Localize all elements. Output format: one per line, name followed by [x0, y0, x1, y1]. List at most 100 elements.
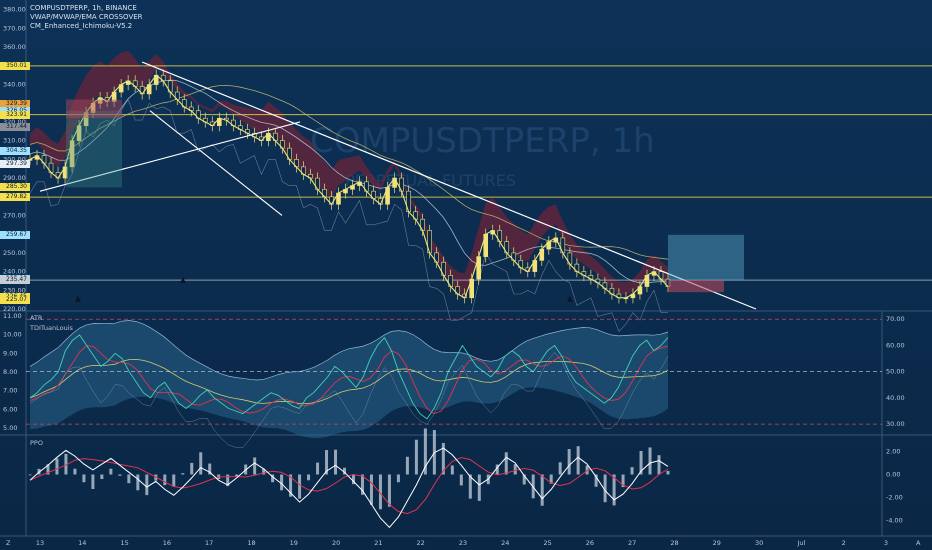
- ppo-histogram-bar: [585, 465, 589, 475]
- ppo-line: [29, 447, 669, 529]
- symbol-title[interactable]: COMPUSDTPERP, 1h, BINANCE: [30, 4, 137, 12]
- descending-trendline[interactable]: [141, 61, 757, 310]
- price-tick-label: 240.00: [3, 268, 26, 276]
- time-tick-label: 20: [332, 539, 340, 547]
- ppo-right-tick: -2.00: [886, 494, 903, 502]
- atr-line: [29, 352, 669, 449]
- time-tick-label: 26: [586, 539, 594, 547]
- ppo-histogram-bar: [558, 462, 562, 475]
- price-label: 297.39: [0, 160, 30, 169]
- ppo-histogram-bar: [513, 464, 517, 475]
- ppo-histogram-bar: [118, 474, 122, 476]
- ppo-histogram-bar: [172, 474, 176, 487]
- ppo-histogram-bar: [459, 474, 463, 486]
- price-tick-label: 380.00: [3, 6, 26, 14]
- tdi-label-atr[interactable]: ATR: [30, 314, 43, 322]
- ppo-histogram-bar: [325, 450, 329, 475]
- tdi-right-tick: 50.00: [886, 368, 905, 376]
- ppo-histogram-bar: [73, 468, 77, 475]
- tdi-right-tick: 40.00: [886, 394, 905, 402]
- ppo-histogram-bar: [378, 474, 382, 510]
- ppo-histogram-bar: [46, 464, 50, 475]
- price-label: 235.47: [0, 276, 30, 285]
- channel-lower-trendline[interactable]: [39, 121, 301, 192]
- price-tick-label: 230.00: [3, 286, 26, 294]
- lagging-span-line: [29, 98, 668, 332]
- ppo-histogram-bar: [226, 474, 230, 487]
- long-position-box-target[interactable]: [66, 110, 122, 188]
- ppo-histogram-bar: [100, 474, 104, 480]
- time-tick-label: 16: [163, 539, 171, 547]
- price-label: 317.44: [0, 122, 30, 131]
- ppo-histogram-bar: [657, 455, 661, 475]
- ppo-histogram-bar: [423, 428, 427, 475]
- price-label: 350.01: [0, 61, 30, 70]
- atr-left-tick: 9.00: [3, 349, 17, 357]
- ppo-histogram-bar: [334, 449, 338, 475]
- ppo-histogram-bar: [109, 468, 113, 475]
- ppo-pane[interactable]: 2.00 0.00 -2.00 -4.00 PPO: [28, 428, 903, 529]
- indicator-label-vwap[interactable]: VWAP/MVWAP/EMA CROSSOVER: [30, 13, 143, 21]
- ppo-histogram-bar: [181, 473, 185, 475]
- ppo-histogram-bar: [136, 474, 140, 491]
- ppo-histogram-bar: [208, 463, 212, 475]
- tdi-label-tdi[interactable]: TDITuanLouis: [29, 324, 74, 332]
- ppo-histogram-bar: [235, 474, 239, 477]
- long-position-box-stop[interactable]: [66, 99, 122, 119]
- ppo-histogram-bar: [199, 452, 203, 475]
- ppo-histogram-bar: [594, 474, 598, 487]
- time-tick-label: 3: [884, 539, 888, 547]
- ppo-histogram-bar: [82, 474, 86, 483]
- price-tick-label: 310.00: [3, 137, 26, 145]
- price-line: [29, 74, 669, 299]
- time-tick-label: 15: [120, 539, 128, 547]
- ppo-histogram-bar: [522, 474, 526, 485]
- short-position-box-target[interactable]: [668, 234, 744, 281]
- time-tick-label: 30: [755, 539, 763, 547]
- price-tick-label: 220.00: [3, 305, 26, 313]
- ppo-label[interactable]: PPO: [30, 439, 43, 447]
- corner-label-right[interactable]: A: [916, 539, 921, 547]
- watermark-main: COMPUSDTPERP, 1h: [310, 121, 655, 161]
- corner-label-left[interactable]: Z: [6, 539, 11, 547]
- ppo-histogram-bar: [612, 474, 616, 506]
- ppo-histogram-bar: [307, 474, 311, 481]
- price-tick-label: 370.00: [3, 24, 26, 32]
- ppo-histogram-bar: [190, 462, 194, 475]
- time-tick-label: 2: [842, 539, 846, 547]
- time-tick-label: 18: [247, 539, 255, 547]
- time-axis[interactable]: 13 14 15 16 17 18 19 20 21 22 23 24 25 26 27 28 29 30 Jul 2…: [36, 539, 888, 547]
- ppo-histogram-bar: [414, 439, 418, 475]
- channel-upper-trendline[interactable]: [149, 110, 283, 216]
- price-label: 259.67: [0, 230, 30, 239]
- tdi-right-tick: 30.00: [886, 420, 905, 428]
- ppo-histogram-bar: [639, 450, 643, 475]
- tdi-pane[interactable]: 70.00 60.00 50.00 40.00 30.00 11.00 10.00 9.00 8…: [3, 312, 905, 449]
- ppo-histogram-bar: [369, 474, 373, 505]
- ppo-histogram-bar: [495, 464, 499, 475]
- indicator-label-ichimoku[interactable]: CM_Enhanced_Ichimoku-V5.2: [30, 22, 133, 30]
- atr-left-tick: 6.00: [3, 405, 17, 413]
- ppo-histogram-bar: [441, 442, 445, 475]
- tdi-right-tick: 60.00: [886, 341, 905, 349]
- ppo-histogram-bar: [666, 470, 670, 475]
- time-tick-label: 23: [459, 539, 467, 547]
- ppo-histogram-bar: [253, 457, 257, 475]
- ppo-histogram-bar: [540, 474, 544, 506]
- tdi-right-tick: 70.00: [886, 315, 905, 323]
- price-pane[interactable]: [26, 50, 932, 332]
- time-tick-label: 22: [417, 539, 425, 547]
- tdi-rsi-line: [29, 334, 669, 420]
- ppo-histogram-bar: [343, 467, 347, 475]
- short-position-box-stop[interactable]: [668, 280, 724, 293]
- signal-triangle: [180, 277, 186, 284]
- ppo-histogram-bar: [387, 474, 391, 507]
- price-label: 323.91: [0, 110, 30, 119]
- price-tick-label: 270.00: [3, 211, 26, 219]
- ppo-histogram-bar: [360, 474, 364, 495]
- price-label: 225.07: [0, 295, 30, 304]
- time-tick-label: 27: [628, 539, 636, 547]
- time-tick-label: 13: [36, 539, 44, 547]
- ppo-histogram-bar: [396, 474, 400, 483]
